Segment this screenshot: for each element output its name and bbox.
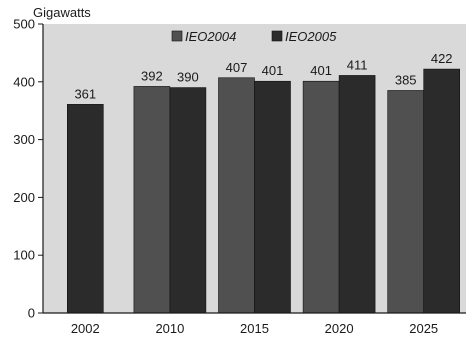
legend-swatch-ieo2004	[171, 30, 183, 42]
x-axis: 2002 2010 2015 2020 2025	[71, 321, 438, 336]
bar-ieo2005-2010	[169, 87, 207, 314]
bar-ieo2005-2025	[423, 68, 461, 314]
y-tick-label: 400	[13, 74, 35, 89]
bar-ieo2004-2015	[218, 77, 255, 314]
bar-ieo2004-2010	[133, 86, 171, 314]
y-axis: 0 100 200 300 400 500	[13, 17, 43, 321]
x-tick-label: 2015	[240, 321, 269, 336]
y-tick-label: 500	[13, 17, 35, 32]
data-labels: 361 392 390 407 401 401 411 385 422	[74, 51, 452, 101]
y-axis-label: Gigawatts	[33, 5, 91, 20]
bar-ieo2005-2002	[67, 104, 104, 314]
data-label: 401	[262, 63, 284, 78]
bar-ieo2004-2025	[387, 90, 425, 314]
data-label: 411	[347, 57, 368, 72]
data-label: 390	[177, 70, 199, 85]
bar-ieo2004-2020	[302, 80, 340, 314]
data-label: 401	[310, 63, 332, 78]
y-tick-label: 0	[28, 306, 35, 321]
bar-ieo2005-2015	[254, 80, 291, 314]
bars	[67, 68, 461, 314]
y-tick-label: 200	[13, 190, 35, 205]
legend: IEO2004 IEO2005	[171, 29, 337, 44]
x-tick-label: 2010	[155, 321, 184, 336]
data-label: 385	[395, 72, 417, 87]
legend-label-ieo2005: IEO2005	[285, 29, 337, 44]
bar-ieo2005-2020	[338, 75, 376, 314]
y-tick-label: 100	[13, 248, 35, 263]
data-label: 361	[74, 86, 96, 101]
x-tick-label: 2020	[325, 321, 354, 336]
legend-label-ieo2004: IEO2004	[185, 29, 236, 44]
data-label: 407	[226, 60, 248, 75]
data-label: 422	[431, 51, 453, 66]
data-label: 392	[141, 68, 163, 83]
x-tick-label: 2002	[71, 321, 100, 336]
legend-swatch-ieo2005	[271, 30, 283, 42]
x-tick-label: 2025	[409, 321, 438, 336]
y-tick-label: 300	[13, 132, 35, 147]
